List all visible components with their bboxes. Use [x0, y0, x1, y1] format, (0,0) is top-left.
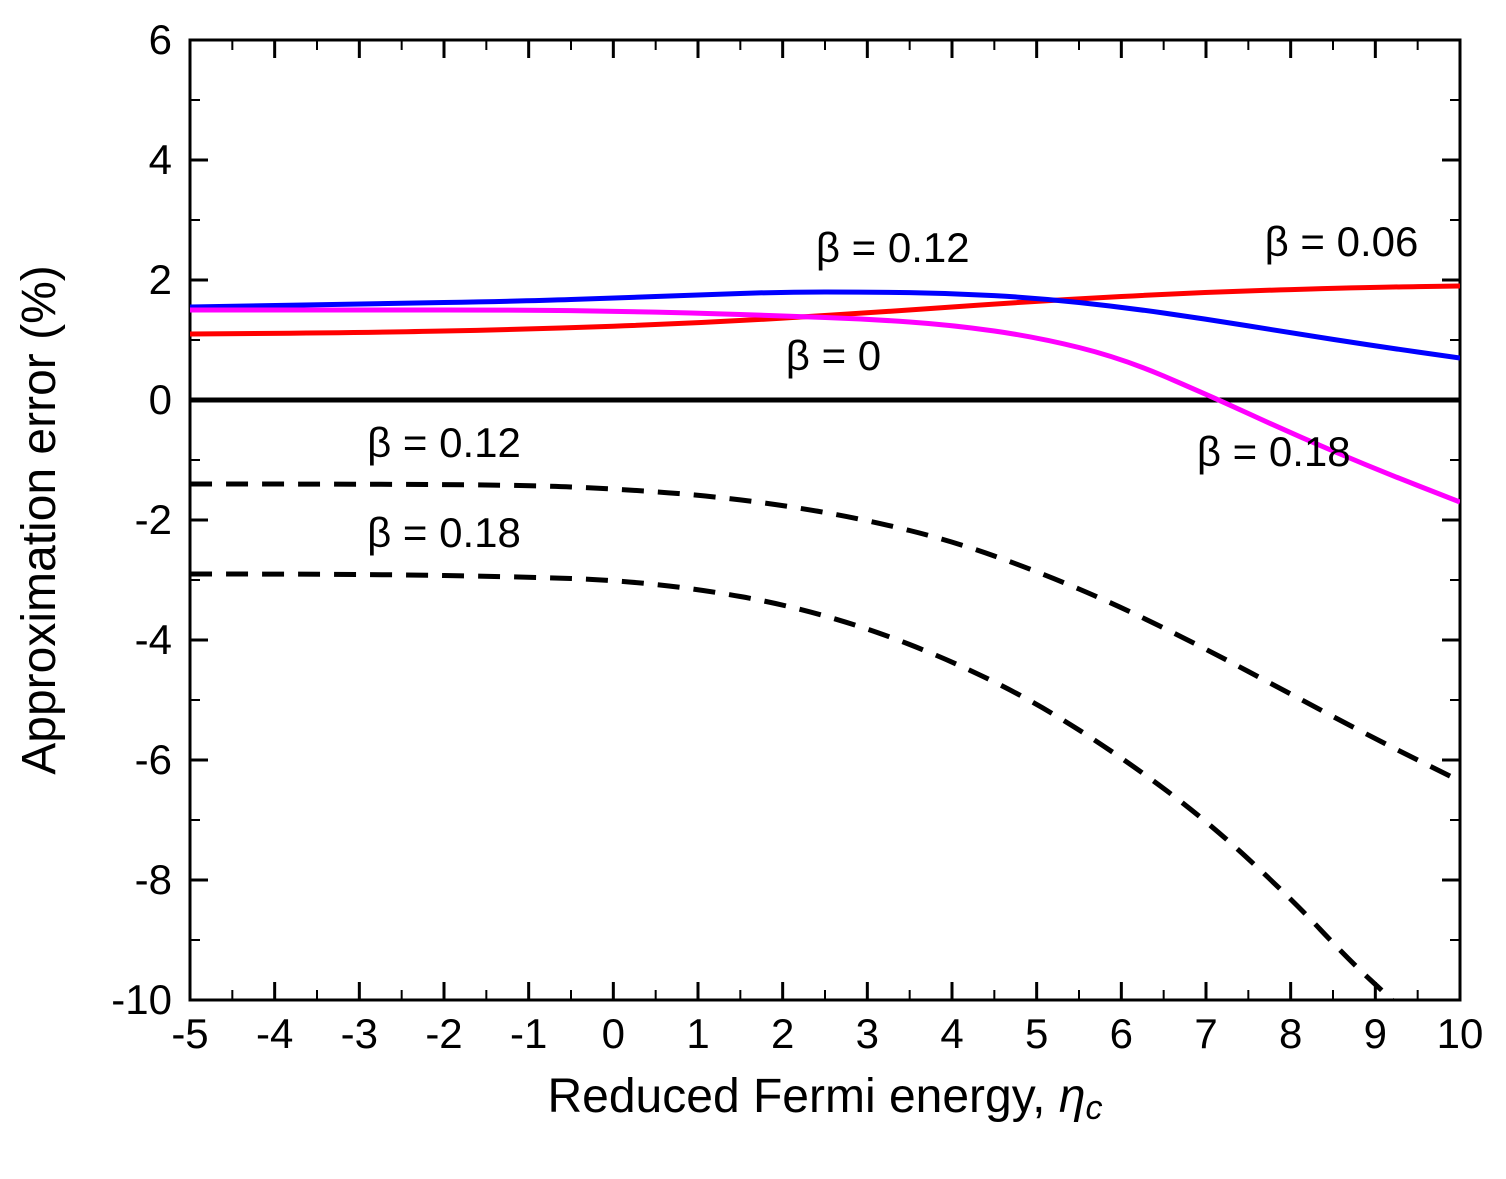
x-tick-label: -2: [425, 1010, 462, 1057]
x-tick-label: -5: [171, 1010, 208, 1057]
y-tick-label: -6: [135, 736, 172, 783]
x-tick-label: 10: [1437, 1010, 1484, 1057]
x-tick-label: 7: [1194, 1010, 1217, 1057]
y-tick-label: -4: [135, 616, 172, 663]
x-tick-label: 8: [1279, 1010, 1302, 1057]
y-tick-label: 0: [149, 376, 172, 423]
y-axis-title: Approximation error (%): [13, 265, 66, 774]
annotation-label: β = 0: [786, 332, 881, 379]
x-tick-label: 3: [856, 1010, 879, 1057]
y-tick-label: -10: [111, 976, 172, 1023]
x-tick-label: 9: [1364, 1010, 1387, 1057]
x-tick-label: 6: [1110, 1010, 1133, 1057]
x-tick-label: 0: [602, 1010, 625, 1057]
y-tick-label: -8: [135, 856, 172, 903]
y-tick-label: 2: [149, 256, 172, 303]
x-tick-label: -1: [510, 1010, 547, 1057]
y-tick-label: 6: [149, 16, 172, 63]
annotation-label: β = 0.12: [367, 419, 521, 466]
chart-container: -5-4-3-2-1012345678910-10-8-6-4-20246β =…: [0, 0, 1506, 1179]
x-axis-title: Reduced Fermi energy, ηc: [548, 1070, 1103, 1127]
annotation-label: β = 0.12: [816, 224, 970, 271]
chart-svg: -5-4-3-2-1012345678910-10-8-6-4-20246β =…: [0, 0, 1506, 1179]
annotation-label: β = 0.18: [1197, 428, 1351, 475]
x-tick-label: -3: [341, 1010, 378, 1057]
x-tick-label: -4: [256, 1010, 293, 1057]
y-tick-label: -2: [135, 496, 172, 543]
x-tick-label: 1: [686, 1010, 709, 1057]
x-tick-label: 2: [771, 1010, 794, 1057]
y-tick-label: 4: [149, 136, 172, 183]
x-tick-label: 5: [1025, 1010, 1048, 1057]
x-tick-label: 4: [940, 1010, 963, 1057]
series-group: [190, 286, 1460, 1000]
annotation-label: β = 0.18: [367, 509, 521, 556]
annotation-label: β = 0.06: [1265, 218, 1419, 265]
series-beta-018-dashed: [190, 574, 1392, 1000]
